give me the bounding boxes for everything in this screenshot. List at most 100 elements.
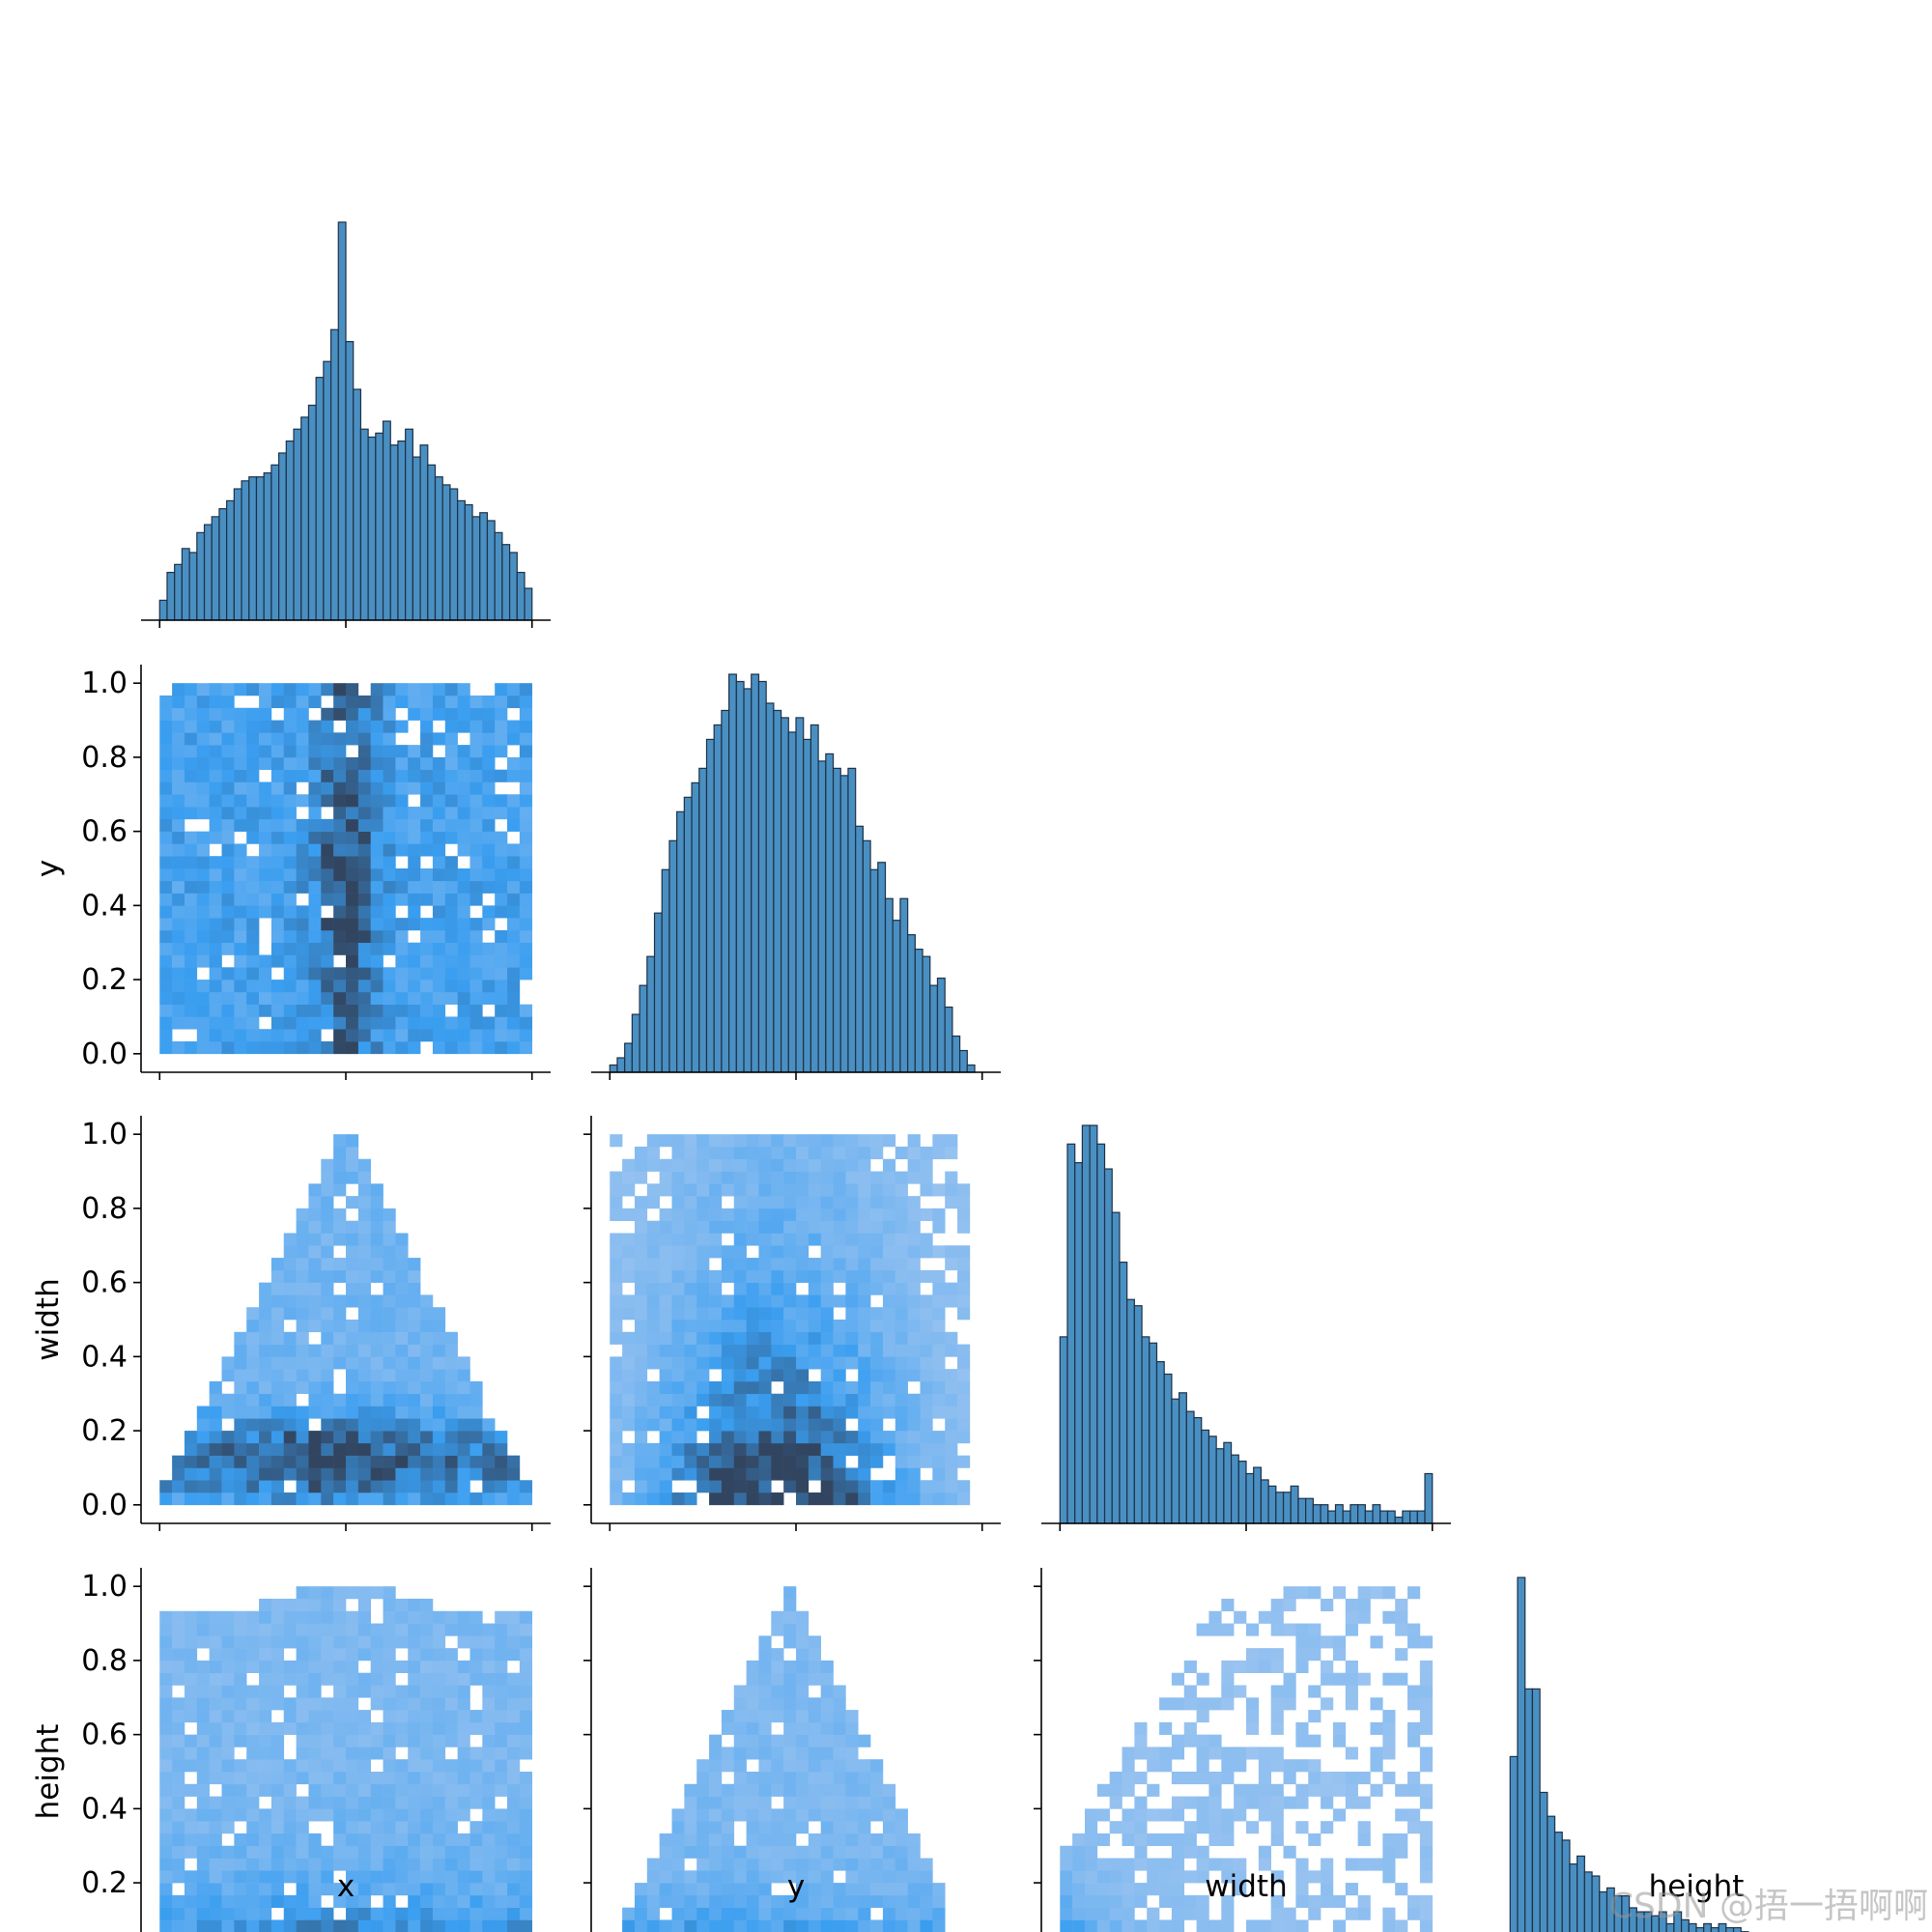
heatmap-x-width-cell [408,1393,421,1406]
heatmap-x-width-cell [346,1331,359,1345]
heatmap-width-height-cell [1234,1747,1247,1760]
heatmap-y-width-cell [870,1171,884,1184]
histogram-width-bar [1334,1504,1344,1524]
heatmap-y-width-cell [945,1134,958,1148]
heatmap-y-height-cell [808,1660,821,1673]
heatmap-x-height-cell [172,1783,185,1797]
heatmap-x-height-cell [246,1858,260,1871]
histogram-width-bar [1416,1510,1426,1524]
axes-width-height: 0.00.51.0 [1034,1568,1042,1932]
heatmap-x-y-cell [196,929,210,944]
heatmap-x-height-cell [444,1672,458,1686]
heatmap-y-width-cell [733,1480,747,1493]
heatmap-x-height-cell [495,1772,508,1785]
heatmap-x-y-cell [308,732,322,746]
heatmap-y-width-cell [858,1442,871,1456]
heatmap-x-y-cell [159,707,173,721]
heatmap-y-width-cell [684,1258,697,1271]
heatmap-y-height-cell [696,1772,710,1785]
heatmap-x-width-cell [259,1294,272,1308]
heatmap-x-y-cell [283,967,297,980]
heatmap-x-y-cell [270,905,285,919]
heatmap-y-width-cell [783,1220,797,1234]
heatmap-x-y-cell [383,807,396,820]
heatmap-y-height-cell [783,1808,797,1822]
heatmap-x-height-cell [383,1883,396,1896]
heatmap-y-height-cell [709,1821,723,1834]
heatmap-width-height-cell [1345,1783,1358,1797]
heatmap-x-y-cell [259,1029,272,1042]
heatmap-y-width-cell [783,1282,797,1295]
histogram-height-bar [1524,1688,1533,1932]
heatmap-y-width-cell [771,1269,784,1283]
heatmap-x-height-cell [457,1747,470,1760]
heatmap-y-width-cell [833,1331,846,1345]
heatmap-x-y-cell [172,918,185,931]
watermark-text: CSDN @捂一捂啊啊 [1608,1887,1928,1926]
heatmap-width-height-cell [1183,1821,1197,1834]
heatmap-x-width-cell [246,1344,260,1357]
heatmap-width-height-cell [1270,1796,1284,1809]
heatmap-width-height-cell [1382,1721,1396,1735]
heatmap-x-height-cell [357,1734,371,1747]
heatmap-x-y-cell [507,954,521,968]
heatmap-y-width-cell [845,1183,859,1197]
heatmap-y-width-cell [796,1258,810,1271]
heatmap-width-height-cell [1345,1796,1358,1809]
heatmap-x-y-cell [172,856,185,869]
heatmap-x-width-cell [234,1492,247,1506]
heatmap-y-width-cell [671,1233,685,1246]
heatmap-x-y-cell [308,918,322,931]
histogram-y-bar [624,1042,634,1073]
heatmap-x-y-cell [333,843,347,857]
heatmap-y-width-cell [659,1294,672,1308]
heatmap-y-width-cell [771,1418,784,1432]
heatmap-y-height-cell [783,1697,797,1711]
heatmap-x-y-cell [383,942,396,955]
heatmap-x-height-cell [209,1759,222,1773]
heatmap-y-width-cell [907,1331,921,1345]
heatmap-x-height-cell [383,1894,396,1908]
heatmap-y-height-cell [882,1808,896,1822]
heatmap-y-width-cell [709,1431,723,1444]
heatmap-x-height-cell [507,1808,521,1822]
heatmap-y-height-cell [920,1907,933,1920]
heatmap-x-height-cell [370,1721,384,1735]
heatmap-x-y-cell [469,732,483,746]
heatmap-x-y-cell [172,781,185,795]
heatmap-x-y-cell [283,991,297,1005]
heatmap-y-height-cell [721,1894,735,1908]
heatmap-x-height-cell [246,1845,260,1859]
heatmap-y-width-cell [870,1455,884,1468]
heatmap-y-width-cell [709,1442,723,1456]
heatmap-x-y-cell [221,794,235,808]
heatmap-width-height-cell [1308,1894,1321,1908]
heatmap-x-y-cell [408,1016,421,1030]
heatmap-x-y-cell [469,1029,483,1042]
heatmap-width-height-cell [1109,1907,1122,1920]
heatmap-x-y-cell [457,980,470,993]
heatmap-y-width-cell [870,1418,884,1432]
heatmap-x-height-cell [270,1821,285,1834]
heatmap-y-width-cell [721,1380,735,1395]
heatmap-x-width-cell [357,1320,371,1333]
heatmap-y-width-cell [696,1356,710,1370]
heatmap-x-height-cell [196,1610,210,1624]
heatmap-x-y-cell [408,893,421,906]
heatmap-y-height-cell [671,1821,685,1834]
heatmap-width-height-cell [1295,1648,1309,1662]
heatmap-x-y-cell [270,769,285,782]
heatmap-x-height-cell [432,1610,446,1624]
heatmap-x-y-cell [159,893,173,906]
heatmap-y-height-cell [771,1759,784,1773]
histogram-x-bar [255,476,265,621]
heatmap-width-height-cell [1147,1833,1160,1847]
heatmap-x-height-cell [408,1808,421,1822]
heatmap-x-y-cell [234,893,247,906]
heatmap-x-height-cell [495,1747,508,1760]
heatmap-x-y-cell [420,794,434,808]
heatmap-y-width-cell [771,1431,784,1444]
heatmap-x-height-cell [432,1919,446,1932]
heatmap-x-y-cell [507,720,521,733]
heatmap-y-height-cell [833,1821,846,1834]
